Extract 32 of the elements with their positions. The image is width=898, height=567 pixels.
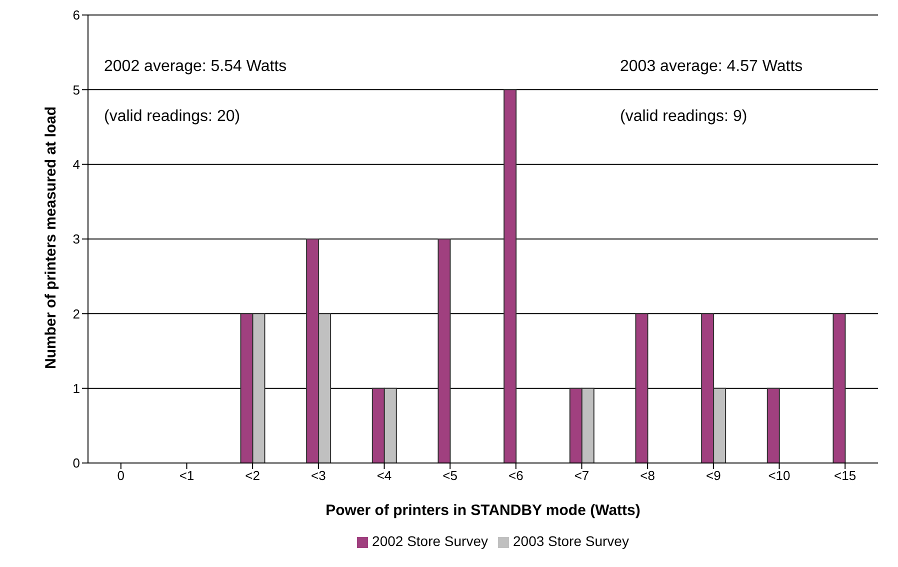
- y-tick-label: 6: [72, 8, 80, 23]
- x-axis-title: Power of printers in STANDBY mode (Watts): [326, 502, 640, 519]
- y-tick-label: 0: [72, 456, 80, 471]
- x-tick-label: <4: [376, 468, 392, 484]
- y-tick-label: 3: [72, 232, 80, 247]
- y-tick-label: 2: [72, 306, 80, 322]
- bar: [766, 388, 780, 463]
- x-tick-label: <10: [768, 468, 790, 484]
- annotation: (valid readings: 9): [620, 108, 748, 126]
- x-tick-label: <5: [442, 468, 458, 484]
- bar: [504, 89, 517, 463]
- bar: [832, 313, 846, 463]
- annotation: (valid readings: 20): [104, 108, 240, 126]
- x-tick-label: <1: [179, 468, 194, 484]
- x-tick-label: <15: [834, 468, 856, 484]
- annotation: 2002 average: 5.54 Watts: [104, 58, 287, 76]
- x-tick-label: <6: [508, 468, 524, 484]
- x-tick-label: <9: [706, 468, 721, 484]
- x-tick-label: <3: [311, 468, 326, 484]
- annotation: 2003 average: 4.57 Watts: [620, 58, 803, 76]
- x-tick-label: <7: [574, 468, 590, 484]
- legend-label: 2002 Store Survey: [372, 533, 488, 549]
- x-tick-label: <2: [245, 468, 260, 484]
- y-tick-label: 4: [72, 156, 80, 172]
- y-axis-title: Number of printers measured at load: [42, 106, 60, 369]
- bar: [438, 238, 451, 463]
- y-tick-label: 1: [72, 380, 80, 396]
- legend-label: 2003 Store Survey: [513, 533, 629, 549]
- bar: [635, 313, 648, 463]
- y-tick-label: 5: [72, 82, 80, 98]
- x-tick-label: <8: [640, 468, 655, 484]
- x-tick-label: 0: [117, 468, 125, 484]
